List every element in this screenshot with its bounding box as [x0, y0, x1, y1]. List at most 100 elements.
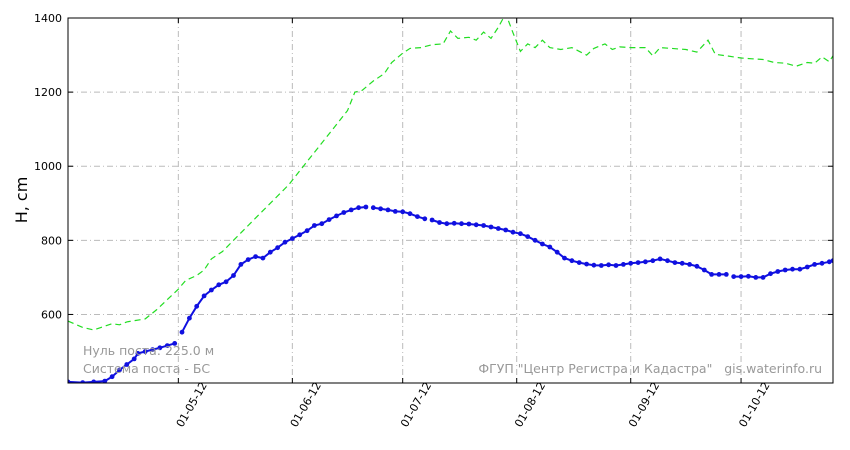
series-point [488, 224, 494, 230]
series-point [216, 282, 222, 288]
series-point [643, 259, 648, 265]
series-point [584, 261, 589, 267]
plot-frame [67, 17, 834, 384]
series-point [687, 262, 692, 267]
series-point [102, 378, 108, 383]
series-point [635, 260, 641, 265]
series-point [275, 245, 280, 251]
series-point [179, 329, 185, 335]
series-point [812, 262, 817, 267]
series-point [679, 260, 685, 266]
series-point [746, 273, 751, 279]
series-layer [68, 18, 833, 383]
series-point [429, 217, 435, 223]
series-point [238, 262, 244, 267]
series-point [731, 274, 737, 279]
series-point [142, 349, 148, 354]
series-point [400, 209, 406, 215]
series-point [172, 341, 178, 346]
series-point [768, 271, 773, 277]
series-point [598, 263, 604, 268]
series-point [694, 263, 700, 269]
x-tick-label: 01-08-12 [512, 380, 548, 430]
series-point [518, 231, 523, 237]
series-point [790, 266, 795, 272]
series-point [319, 221, 325, 227]
series-point [135, 351, 141, 356]
series-point [606, 262, 611, 268]
series-point [392, 209, 398, 214]
series-point [131, 356, 137, 362]
series-point [187, 315, 192, 321]
series-point [245, 257, 251, 262]
series-point [621, 262, 626, 267]
y-tick-label: 600 [41, 308, 62, 321]
series-point [422, 216, 428, 222]
series-point [628, 260, 634, 266]
series-point [665, 258, 670, 264]
x-tick-label: 01-10-12 [736, 380, 772, 430]
series-point [826, 259, 832, 265]
series-point [91, 379, 97, 383]
series-point [466, 221, 472, 227]
series-point [782, 267, 788, 273]
series-point [709, 272, 714, 277]
series-point [804, 264, 810, 270]
series-point [473, 222, 479, 228]
series-point [194, 303, 200, 309]
series-point [532, 237, 538, 243]
y-tick-label: 800 [41, 234, 62, 247]
series-point [451, 220, 457, 226]
system-annotation: Система поста - БС [83, 361, 210, 376]
series-point [363, 204, 369, 210]
series-point [326, 217, 332, 223]
series-point [117, 367, 122, 373]
series-point [495, 226, 501, 231]
series-point [290, 236, 295, 241]
series-point [164, 343, 170, 348]
series-point [304, 228, 310, 234]
series-point [650, 258, 656, 264]
y-tick-label: 1200 [34, 86, 62, 99]
series-point [437, 220, 442, 225]
series-point [385, 207, 391, 213]
series-point [109, 374, 115, 380]
series-point [378, 206, 383, 212]
y-axis-label: H, cm [12, 177, 31, 224]
x-tick-label: 01-05-12 [174, 380, 210, 430]
series-point [209, 287, 214, 293]
series-point [591, 262, 597, 268]
series-point [797, 266, 803, 272]
series-point [80, 380, 86, 383]
series-point [760, 275, 766, 280]
series-point [510, 229, 516, 235]
series-point [150, 347, 156, 352]
zero-post-annotation: Нуль поста: 225.0 м [83, 343, 214, 358]
series-point [525, 234, 531, 240]
series-point [830, 258, 833, 264]
series-point [481, 223, 486, 228]
series-point [738, 274, 744, 279]
series-point [231, 273, 236, 278]
series-point [576, 260, 582, 265]
series-point [657, 256, 663, 262]
series-point [819, 260, 825, 266]
series-point [68, 379, 71, 383]
series-point [124, 362, 130, 367]
series-point [723, 272, 729, 277]
series-point [459, 221, 464, 227]
x-tick-label: 01-06-12 [288, 380, 324, 430]
series-point [157, 345, 163, 351]
series-point [334, 213, 339, 219]
series-point [201, 293, 207, 299]
series-point [407, 211, 413, 217]
series-point [547, 244, 553, 250]
series-point [503, 227, 509, 233]
series-solid-line [181, 206, 366, 333]
y-tick-label: 1400 [34, 12, 62, 25]
series-point [716, 272, 722, 277]
series-point [297, 232, 303, 238]
series-point [569, 258, 575, 264]
series-point [613, 263, 619, 268]
